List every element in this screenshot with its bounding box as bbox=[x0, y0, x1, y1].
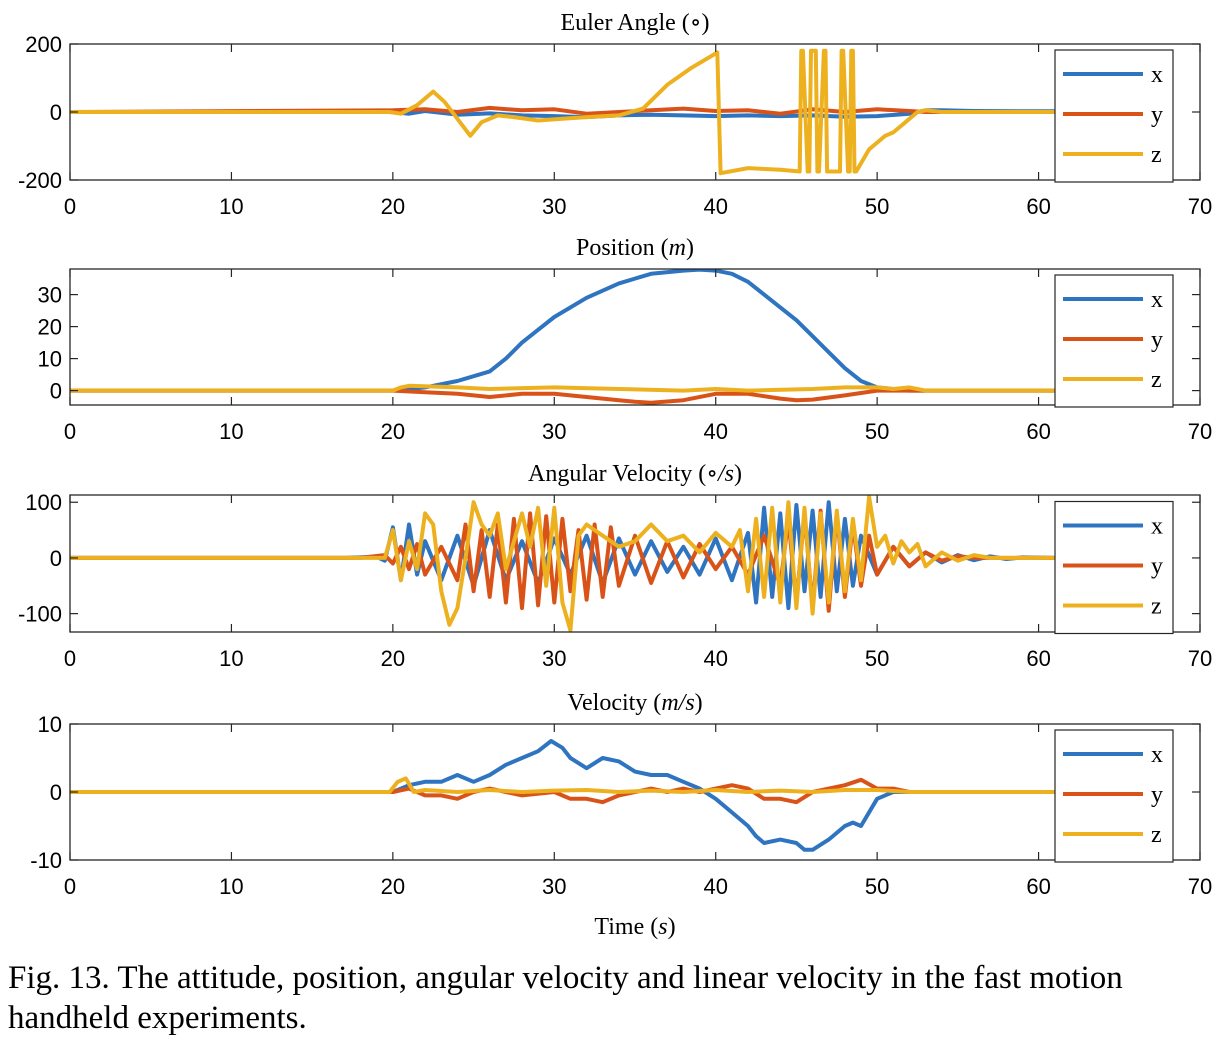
x-tick-label: 50 bbox=[865, 874, 889, 899]
x-tick-label: 70 bbox=[1188, 874, 1212, 899]
y-tick-label: -10 bbox=[30, 848, 62, 873]
figure-canvas: Euler Angle (∘)0 10 20 30 40 50 60 70-2000200xy… bbox=[18, 10, 1213, 940]
legend: xyz bbox=[1054, 49, 1174, 183]
y-tick-label: 200 bbox=[25, 32, 62, 57]
legend-label-y: y bbox=[1151, 327, 1163, 353]
legend-label-y: y bbox=[1151, 554, 1163, 580]
legend: xyz bbox=[1054, 500, 1174, 635]
series-line-z bbox=[70, 383, 1057, 393]
x-tick-label: 70 bbox=[1188, 646, 1212, 671]
legend-label-x: x bbox=[1151, 287, 1163, 313]
legend-label-y: y bbox=[1151, 782, 1163, 808]
x-tick-label: 40 bbox=[703, 419, 727, 444]
x-tick-label: 40 bbox=[703, 646, 727, 671]
x-tick-label: 30 bbox=[542, 419, 566, 444]
series-line-y bbox=[70, 388, 1057, 405]
axes-box bbox=[69, 494, 1201, 633]
y-tick-label: 0 bbox=[50, 100, 62, 125]
figure-caption: Fig. 13. The attitude, position, angular… bbox=[8, 960, 1123, 1036]
y-tick-label: 0 bbox=[50, 379, 62, 404]
series-line-x bbox=[70, 739, 1057, 852]
series-line-z bbox=[70, 776, 1057, 794]
x-axis-label-close: ) bbox=[668, 914, 676, 940]
y-tick-label: 20 bbox=[38, 315, 62, 340]
x-tick-label: 0 bbox=[64, 874, 76, 899]
x-tick-label: 50 bbox=[865, 194, 889, 219]
chart-panel-3: Angular Velocity (∘/s) 0 10 20 30 40 50 60 70 -10… bbox=[18, 461, 1212, 671]
series-line-z bbox=[70, 495, 1057, 632]
chart-title: Angular Velocity (∘/s) bbox=[528, 461, 742, 487]
y-tick-label: 0 bbox=[50, 780, 62, 805]
x-tick-label: 10 bbox=[219, 874, 243, 899]
x-tick-label: 10 bbox=[219, 419, 243, 444]
chart-title-unit: ∘/s bbox=[706, 461, 734, 487]
chart-panel-1: Euler Angle (∘)0 10 20 30 40 50 60 70-2000200xy… bbox=[18, 10, 1212, 219]
chart-title-close: ) bbox=[695, 690, 703, 716]
x-tick-label: 0 bbox=[64, 419, 76, 444]
x-tick-label: 30 bbox=[542, 646, 566, 671]
x-tick-label: 20 bbox=[381, 646, 405, 671]
chart-title-close: ) bbox=[686, 235, 694, 261]
series-group bbox=[70, 48, 1057, 176]
chart-title: Velocity (m/s) bbox=[567, 690, 702, 716]
x-tick-label: 20 bbox=[381, 874, 405, 899]
y-tick-label: -100 bbox=[18, 602, 62, 627]
x-tick-label: 20 bbox=[381, 419, 405, 444]
series-line-z bbox=[70, 48, 1057, 176]
y-tick-label: 10 bbox=[38, 712, 62, 737]
x-tick-label: 60 bbox=[1026, 646, 1050, 671]
x-tick-label: 10 bbox=[219, 194, 243, 219]
series-group bbox=[70, 269, 1057, 405]
x-axis-label-unit: s bbox=[658, 914, 667, 940]
chart-title: Position (m) bbox=[576, 235, 694, 261]
y-tick-label: 0 bbox=[50, 546, 62, 571]
legend-label-x: x bbox=[1151, 742, 1163, 768]
x-tick-label: 10 bbox=[219, 646, 243, 671]
series-group bbox=[70, 739, 1057, 852]
legend-label-x: x bbox=[1151, 62, 1163, 88]
x-tick-label: 50 bbox=[865, 646, 889, 671]
legend-label-z: z bbox=[1151, 822, 1162, 848]
legend: xyz bbox=[1054, 274, 1174, 408]
x-tick-label: 50 bbox=[865, 419, 889, 444]
legend: xyz bbox=[1054, 729, 1174, 863]
y-tick-label: -200 bbox=[18, 168, 62, 193]
legend-label-z: z bbox=[1151, 367, 1162, 393]
x-tick-label: 30 bbox=[542, 194, 566, 219]
chart-title-unit: m/s bbox=[661, 690, 694, 716]
y-tick-label: 30 bbox=[38, 283, 62, 308]
x-tick-label: 0 bbox=[64, 646, 76, 671]
x-tick-label: 40 bbox=[703, 194, 727, 219]
y-tick-label: 10 bbox=[38, 347, 62, 372]
x-tick-label: 30 bbox=[542, 874, 566, 899]
chart-title-close: ) bbox=[734, 461, 742, 487]
series-group bbox=[70, 495, 1057, 632]
x-tick-label: 60 bbox=[1026, 194, 1050, 219]
legend-label-z: z bbox=[1151, 594, 1162, 620]
axes-box bbox=[69, 268, 1201, 406]
series-line-x bbox=[70, 269, 1057, 393]
x-tick-label: 70 bbox=[1188, 194, 1212, 219]
chart-title-unit: ∘ bbox=[690, 10, 702, 36]
chart-title-unit: m bbox=[669, 235, 686, 261]
x-tick-label: 20 bbox=[381, 194, 405, 219]
chart-title-close: ) bbox=[702, 10, 710, 36]
x-tick-label: 0 bbox=[64, 194, 76, 219]
x-tick-label: 40 bbox=[703, 874, 727, 899]
y-tick-label: 100 bbox=[25, 490, 62, 515]
legend-label-y: y bbox=[1151, 102, 1163, 128]
x-tick-label: 70 bbox=[1188, 419, 1212, 444]
legend-label-z: z bbox=[1151, 142, 1162, 168]
x-tick-label: 60 bbox=[1026, 419, 1050, 444]
x-axis-label: Time (s) bbox=[594, 914, 675, 940]
x-tick-label: 60 bbox=[1026, 874, 1050, 899]
chart-panel-2: Position (m) 0 10 20 30 40 50 60 70 0 10 20 30 xyz bbox=[38, 235, 1213, 444]
chart-title: Euler Angle (∘) bbox=[560, 10, 709, 36]
legend-label-x: x bbox=[1151, 514, 1163, 540]
